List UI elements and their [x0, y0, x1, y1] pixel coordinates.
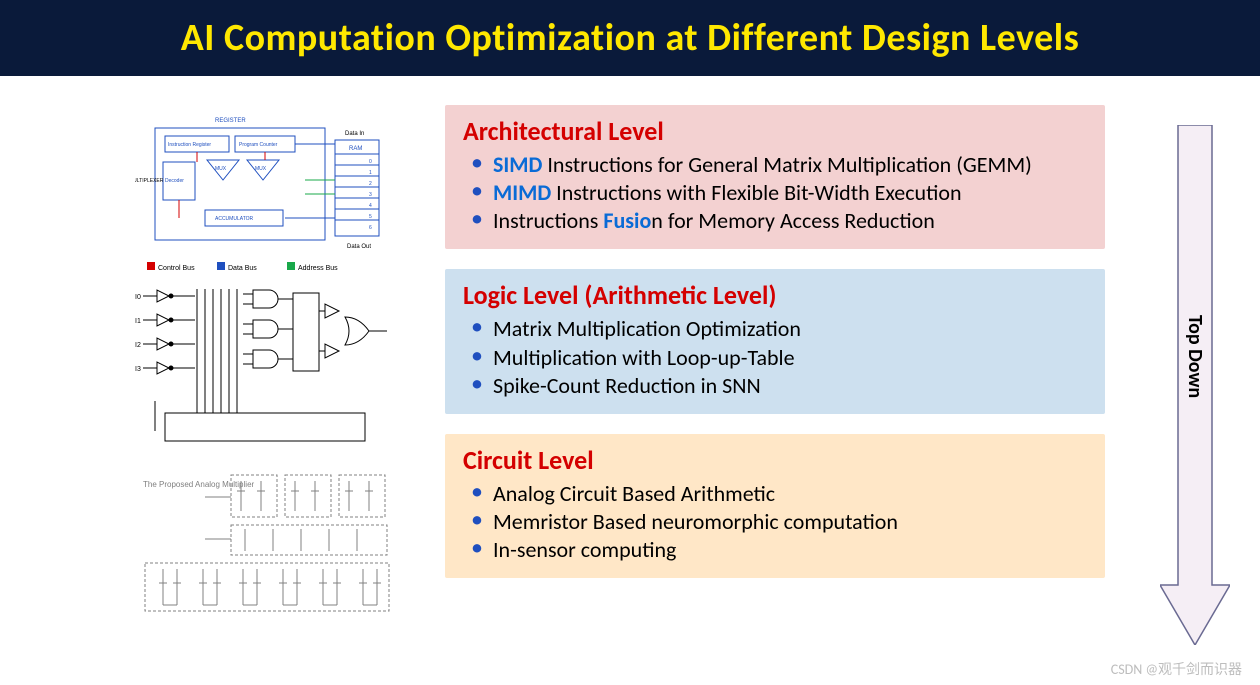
- level-title: Logic Level (Arithmetic Level): [463, 279, 1087, 311]
- level-item: Spike-Count Reduction in SNN: [471, 372, 1087, 400]
- svg-text:3: 3: [369, 192, 372, 198]
- diagram-column: REGISTER Data In Instruction Register Progr…: [120, 110, 410, 627]
- svg-text:0: 0: [369, 159, 372, 165]
- circuit-schematic-icon: The Proposed Analog Multiplier: [135, 467, 395, 617]
- keyword: SIMD: [493, 151, 542, 178]
- topdown-arrow: Top Down: [1160, 125, 1230, 645]
- svg-text:I0: I0: [135, 294, 141, 301]
- svg-text:I3: I3: [135, 366, 141, 373]
- svg-text:I1: I1: [135, 318, 141, 325]
- level-item: In-sensor computing: [471, 536, 1087, 564]
- svg-text:RAM: RAM: [349, 146, 362, 152]
- level-items: Analog Circuit Based ArithmeticMemristor…: [463, 480, 1087, 564]
- svg-text:ACCUMULATOR: ACCUMULATOR: [215, 216, 254, 222]
- level-item: Analog Circuit Based Arithmetic: [471, 480, 1087, 508]
- level-item: Memristor Based neuromorphic computation: [471, 508, 1087, 536]
- slide-title: AI Computation Optimization at Different…: [181, 15, 1080, 61]
- svg-text:1: 1: [369, 170, 372, 176]
- level-box-2: Circuit Level Analog Circuit Based Arithm…: [445, 434, 1105, 578]
- svg-text:Address Bus: Address Bus: [298, 265, 338, 272]
- watermark: CSDN @观千剑而识器: [1111, 659, 1242, 679]
- level-box-1: Logic Level (Arithmetic Level) Matrix Mul…: [445, 269, 1105, 413]
- keyword: MIMD: [493, 179, 551, 206]
- svg-text:Control Bus: Control Bus: [158, 265, 195, 272]
- svg-text:Program Counter: Program Counter: [239, 142, 278, 148]
- level-title: Architectural Level: [463, 115, 1087, 147]
- svg-text:MULTIPLEXER: MULTIPLEXER: [135, 178, 164, 184]
- slide-body: REGISTER Data In Instruction Register Progr…: [0, 100, 1260, 685]
- svg-text:Data Out: Data Out: [347, 244, 371, 250]
- slide: AI Computation Optimization at Different…: [0, 0, 1260, 685]
- logic-schematic-icon: I0 I1 I2 I3: [135, 281, 395, 451]
- title-bar: AI Computation Optimization at Different…: [0, 0, 1260, 76]
- svg-text:2: 2: [369, 181, 372, 187]
- svg-text:Decoder: Decoder: [165, 178, 184, 184]
- svg-text:I2: I2: [135, 342, 141, 349]
- level-items: SIMD Instructions for General Matrix Mul…: [463, 151, 1087, 235]
- keyword: Fusio: [603, 207, 651, 234]
- level-item: MIMD Instructions with Flexible Bit-Widt…: [471, 179, 1087, 207]
- svg-text:5: 5: [369, 214, 372, 220]
- logic-diagram: I0 I1 I2 I3: [120, 281, 410, 461]
- svg-text:MUX: MUX: [215, 166, 227, 172]
- arch-schematic-icon: REGISTER Data In Instruction Register Progr…: [135, 110, 395, 260]
- svg-text:Data Bus: Data Bus: [228, 265, 257, 272]
- arch-legend: Control Bus Data Bus Address Bus: [145, 260, 385, 274]
- svg-text:6: 6: [369, 225, 372, 231]
- svg-text:MUX: MUX: [255, 166, 267, 172]
- level-items: Matrix Multiplication OptimizationMultip…: [463, 315, 1087, 399]
- svg-text:Instruction Register: Instruction Register: [168, 142, 211, 148]
- level-item: Instructions Fusion for Memory Access Re…: [471, 207, 1087, 235]
- level-item: Matrix Multiplication Optimization: [471, 315, 1087, 343]
- level-item: SIMD Instructions for General Matrix Mul…: [471, 151, 1087, 179]
- svg-text:The Proposed Analog Multiplier: The Proposed Analog Multiplier: [143, 480, 255, 489]
- level-title: Circuit Level: [463, 444, 1087, 476]
- svg-text:Data In: Data In: [345, 131, 364, 137]
- level-box-0: Architectural Level SIMD Instructions for…: [445, 105, 1105, 249]
- levels-column: Architectural Level SIMD Instructions for…: [445, 105, 1105, 598]
- svg-text:4: 4: [369, 203, 372, 209]
- level-item: Multiplication with Loop-up-Table: [471, 344, 1087, 372]
- arrow-label: Top Down: [1183, 315, 1207, 398]
- circuit-diagram: The Proposed Analog Multiplier: [120, 467, 410, 627]
- arch-diagram: REGISTER Data In Instruction Register Progr…: [120, 110, 410, 275]
- svg-text:REGISTER: REGISTER: [215, 118, 246, 124]
